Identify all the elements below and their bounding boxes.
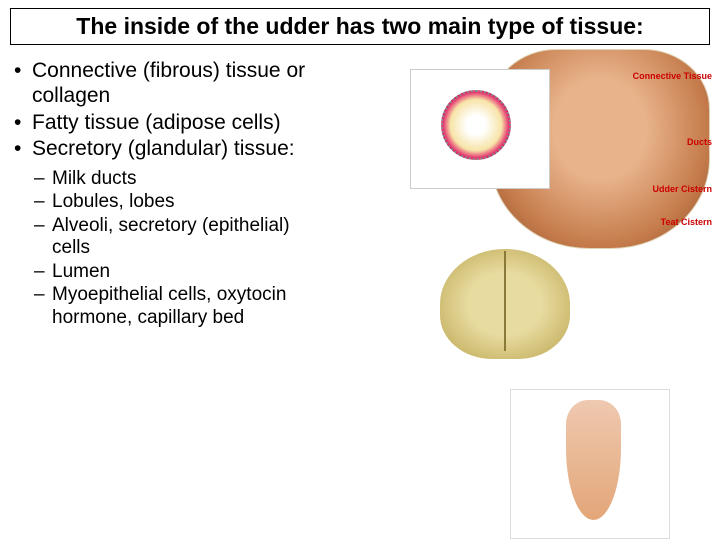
alveolus-diagram <box>410 69 550 189</box>
content-area: Connective (fibrous) tissue or collagen … <box>0 59 720 330</box>
sub-bullet: Lumen <box>10 261 310 283</box>
label-udder-cistern: Udder Cistern <box>652 184 712 194</box>
text-column: Connective (fibrous) tissue or collagen … <box>10 59 310 330</box>
main-bullet: Secretory (glandular) tissue: <box>10 137 310 162</box>
sub-bullet: Myoepithelial cells, oxytocin hormone, c… <box>10 284 310 329</box>
sub-bullet: Alveoli, secretory (epithelial) cells <box>10 215 310 260</box>
main-bullet: Fatty tissue (adipose cells) <box>10 111 310 136</box>
lobe-divider <box>504 251 506 351</box>
label-ducts: Ducts <box>687 137 712 147</box>
sub-bullet: Milk ducts <box>10 168 310 190</box>
main-bullet: Connective (fibrous) tissue or collagen <box>10 59 310 109</box>
teat-shape <box>566 400 621 520</box>
label-connective-tissue: Connective Tissue <box>633 71 712 81</box>
main-bullet-list: Connective (fibrous) tissue or collagen … <box>10 59 310 162</box>
diagram-column: Connective Tissue Ducts Udder Cistern Te… <box>310 59 710 330</box>
sub-bullet-list: Milk ducts Lobules, lobes Alveoli, secre… <box>10 168 310 329</box>
lobe-diagram <box>410 239 610 399</box>
teat-diagram <box>510 389 670 539</box>
label-teat-cistern: Teat Cistern <box>661 217 712 227</box>
alveolus-shape <box>441 90 511 160</box>
slide-title: The inside of the udder has two main typ… <box>10 8 710 45</box>
sub-bullet: Lobules, lobes <box>10 191 310 213</box>
